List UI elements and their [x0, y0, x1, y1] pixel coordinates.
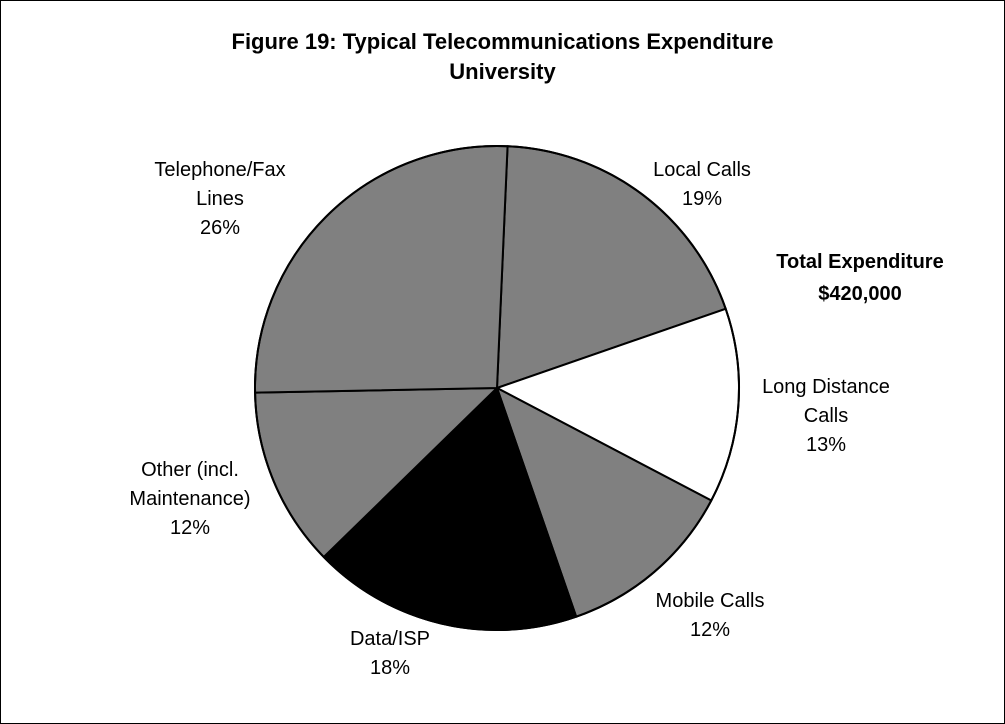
- pie-outline: [254, 145, 740, 631]
- slice-label-4-line-0: Other (incl.: [141, 459, 239, 481]
- slice-label-4-line-1: Maintenance): [129, 488, 251, 510]
- total-expenditure-label: Total Expenditure: [776, 251, 944, 273]
- chart-title-line-1: Figure 19: Typical Telecommunications Ex…: [231, 29, 774, 54]
- total-expenditure-value: $420,000: [818, 283, 902, 305]
- total-expenditure-note: Total Expenditure $420,000: [776, 246, 943, 310]
- slice-label-1: Long Distance Calls 13%: [762, 373, 890, 460]
- slice-label-2-line-0: Mobile Calls: [655, 590, 765, 612]
- slice-label-3-line-0: Data/ISP: [349, 628, 431, 650]
- slice-label-5-line-1: Lines: [196, 188, 244, 210]
- slice-percent-3: 18%: [369, 657, 411, 679]
- slice-label-5-line-0: Telephone/Fax: [154, 159, 286, 181]
- slice-label-0-line-0: Local Calls: [653, 159, 751, 181]
- slice-label-0: Local Calls 19%: [653, 156, 751, 214]
- slice-label-1-line-1: Calls: [803, 405, 849, 427]
- slice-percent-1: 13%: [805, 434, 847, 456]
- slice-percent-4: 12%: [169, 517, 211, 539]
- slice-label-1-line-0: Long Distance: [762, 376, 890, 398]
- slice-label-3: Data/ISP 18%: [350, 625, 430, 683]
- chart-title: Figure 19: Typical Telecommunications Ex…: [0, 27, 1005, 87]
- pie-slice-5: [254, 145, 509, 394]
- slice-label-5: Telephone/Fax Lines 26%: [154, 156, 285, 243]
- slice-label-2: Mobile Calls 12%: [656, 587, 765, 645]
- slice-percent-5: 26%: [199, 217, 241, 239]
- slice-percent-0: 19%: [681, 188, 723, 210]
- slice-label-4: Other (incl. Maintenance) 12%: [129, 456, 250, 543]
- chart-title-line-2: University: [449, 59, 556, 84]
- slice-percent-2: 12%: [689, 619, 731, 641]
